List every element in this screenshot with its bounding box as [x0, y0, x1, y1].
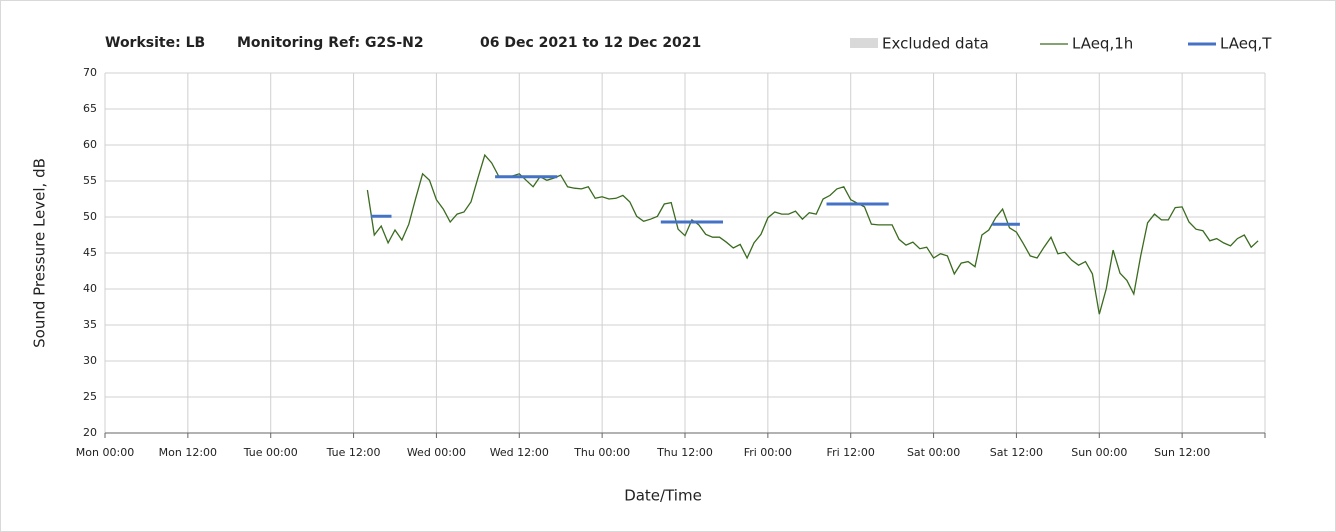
- series-line: [370, 175, 1020, 226]
- x-tick-label: Mon 00:00: [76, 446, 134, 459]
- y-tick-label: 40: [83, 282, 97, 295]
- legend-label: LAeq,1h: [1072, 35, 1133, 53]
- y-tick-label: 25: [83, 390, 97, 403]
- x-tick-label: Wed 00:00: [407, 446, 466, 459]
- title-period: 06 Dec 2021 to 12 Dec 2021: [480, 35, 701, 51]
- legend-swatch: [850, 38, 878, 48]
- title-ref: Monitoring Ref: G2S-N2: [237, 35, 424, 51]
- y-tick-label: 50: [83, 210, 97, 223]
- y-tick-label: 45: [83, 246, 97, 259]
- x-tick-label: Fri 00:00: [744, 446, 792, 459]
- x-tick-label: Mon 12:00: [159, 446, 217, 459]
- y-tick-label: 60: [83, 138, 97, 151]
- x-tick-label: Wed 12:00: [490, 446, 549, 459]
- x-tick-label: Thu 00:00: [573, 446, 630, 459]
- y-tick-label: 55: [83, 174, 97, 187]
- y-tick-label: 20: [83, 426, 97, 439]
- x-tick-label: Tue 12:00: [326, 446, 381, 459]
- x-tick-label: Thu 12:00: [656, 446, 713, 459]
- x-axis-label: Date/Time: [624, 487, 702, 505]
- x-tick-label: Sun 00:00: [1071, 446, 1127, 459]
- y-axis-label: Sound Pressure Level, dB: [31, 158, 49, 348]
- y-tick-label: 65: [83, 102, 97, 115]
- y-tick-label: 70: [83, 66, 97, 79]
- x-tick-label: Sun 12:00: [1154, 446, 1210, 459]
- x-tick-label: Sat 12:00: [990, 446, 1043, 459]
- legend-label: Excluded data: [882, 35, 989, 53]
- title-worksite: Worksite: LB: [105, 35, 205, 51]
- x-tick-label: Fri 12:00: [827, 446, 875, 459]
- x-tick-label: Tue 00:00: [243, 446, 298, 459]
- series-line: [366, 153, 1259, 315]
- y-tick-label: 30: [83, 354, 97, 367]
- legend-label: LAeq,T: [1220, 35, 1272, 53]
- y-tick-label: 35: [83, 318, 97, 331]
- x-tick-label: Sat 00:00: [907, 446, 960, 459]
